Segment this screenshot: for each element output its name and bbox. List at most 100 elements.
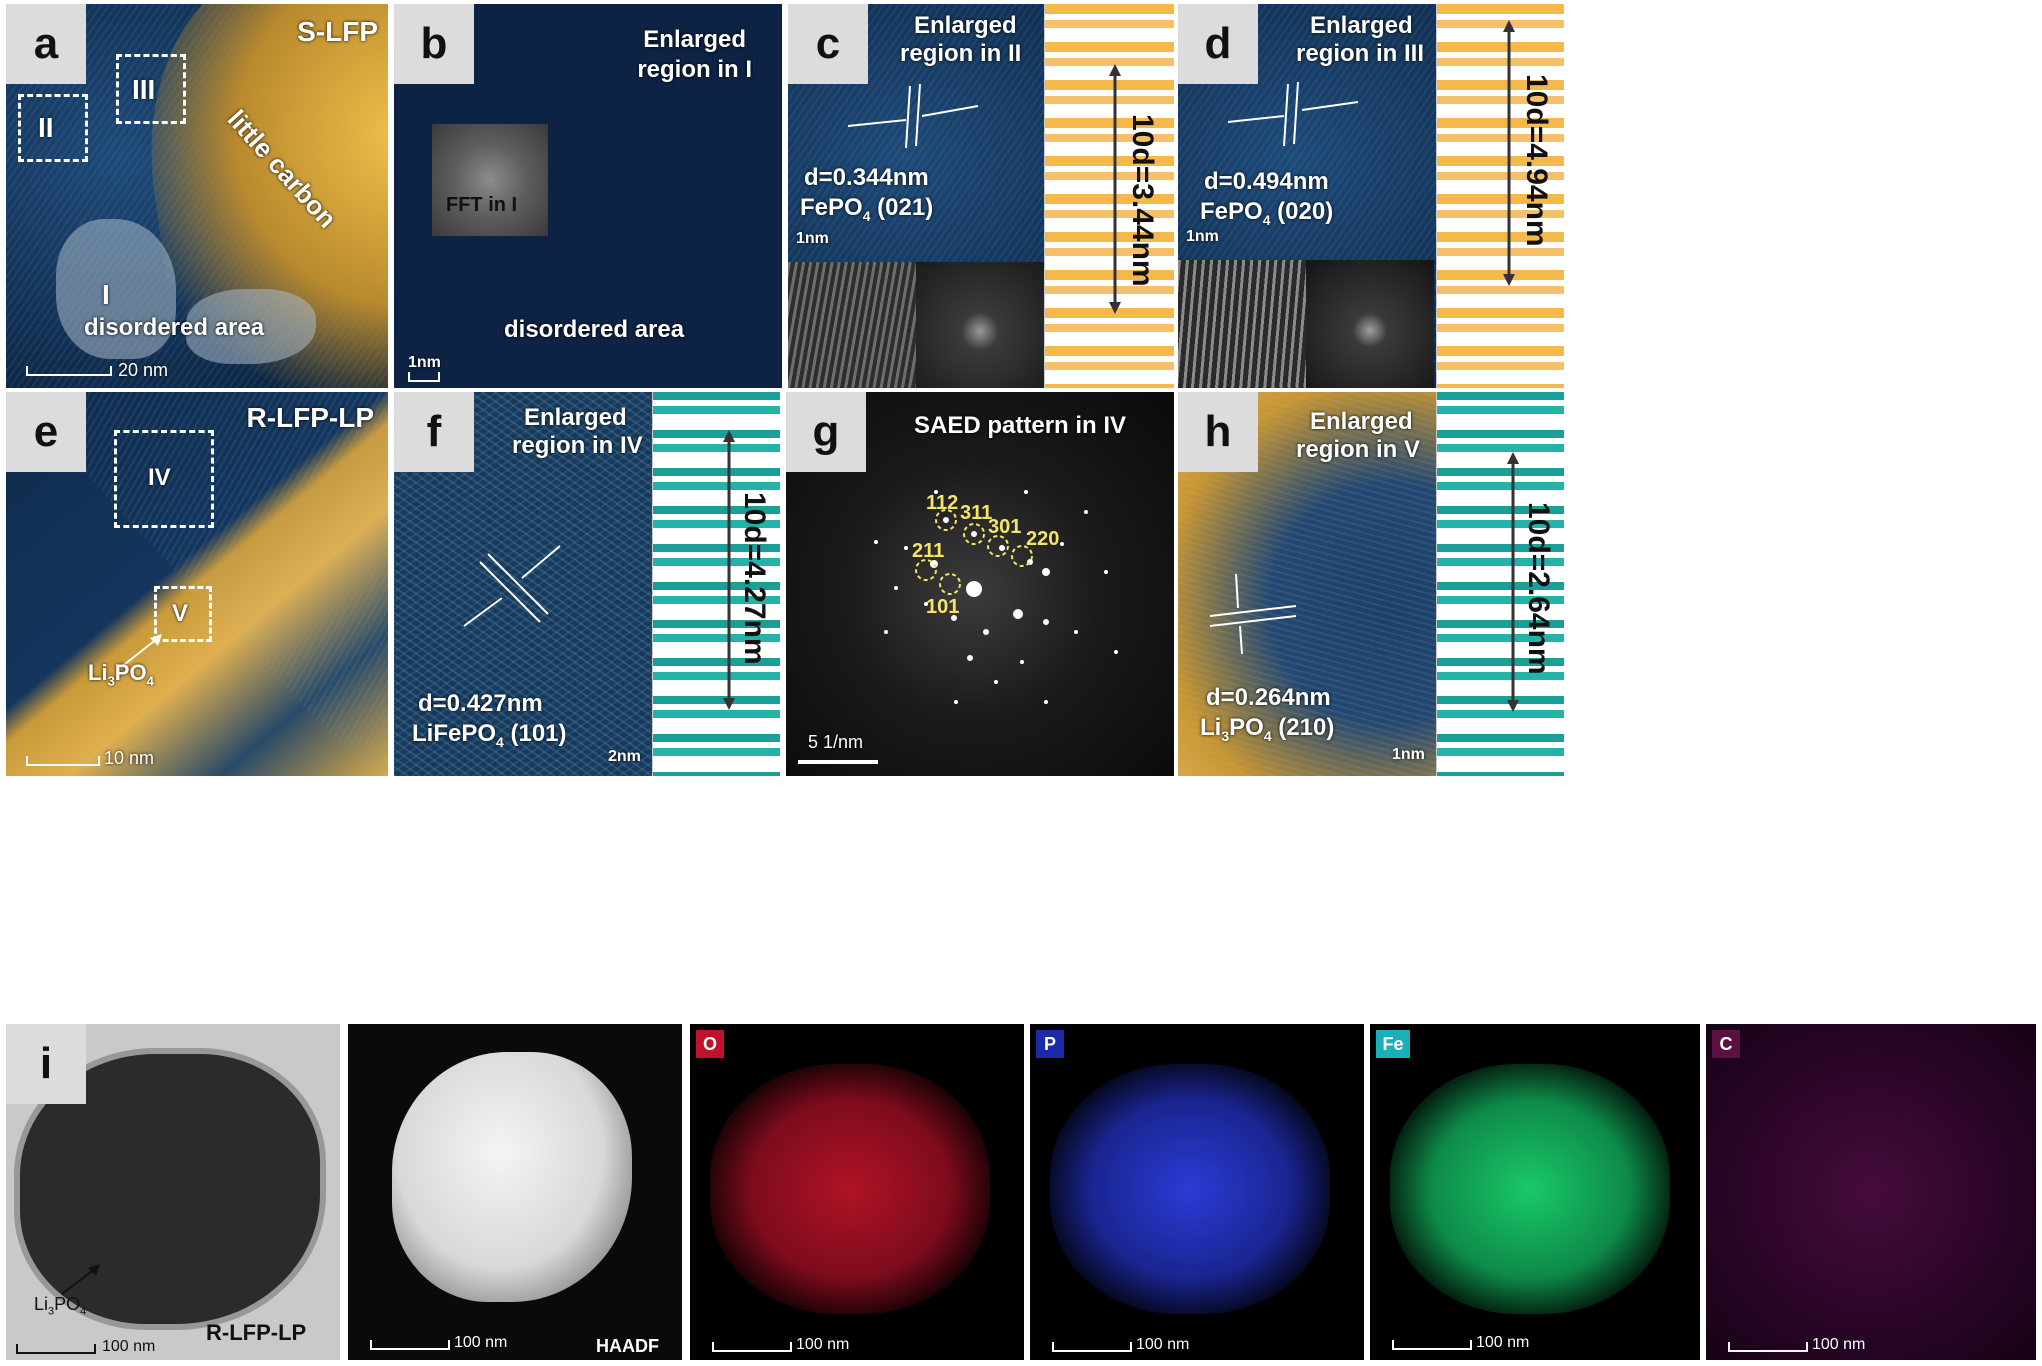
eds-map-C: C 100 nm: [1706, 1024, 2036, 1360]
panel-b-tem-image: b Enlarged region in I FFT in I disorder…: [394, 4, 782, 388]
enlarged-title-line2: region in II: [900, 40, 1022, 67]
scale-label: 1nm: [408, 354, 441, 371]
scale-bar: [1392, 1340, 1472, 1350]
region-III-box: [116, 54, 186, 124]
ten-d-arrow: [1507, 452, 1519, 712]
element-label-O: O: [696, 1030, 724, 1058]
panel-a-tem-image: a S-LFP little carbon II III I disordere…: [6, 4, 388, 388]
lattice-fringe-marker: [1227, 81, 1359, 147]
disordered-area-label: disordered area: [84, 314, 265, 341]
disordered-region-shape-2: [186, 289, 316, 364]
scale-label: 1nm: [1392, 746, 1425, 763]
element-label-P: P: [1036, 1030, 1064, 1058]
element-distribution: [1050, 1064, 1330, 1314]
scale-label: 100 nm: [454, 1334, 508, 1351]
enlarged-title-line1: Enlarged: [1310, 12, 1413, 39]
enlarged-title-line1: Enlarged: [524, 404, 627, 431]
panel-c-tem-image: c Enlarged region in II d=0.344nm FePO4 …: [788, 4, 1174, 388]
panel-letter-h: h: [1178, 392, 1258, 472]
disordered-region-shape-1: [56, 219, 176, 359]
scale-bar: [16, 1344, 96, 1354]
eds-map-Fe: Fe 100 nm: [1370, 1024, 1700, 1360]
enlarged-title-line1: Enlarged: [1310, 408, 1413, 435]
intensity-profile: 10d=4.94nm: [1436, 4, 1564, 388]
panel-letter-i: i: [6, 1024, 86, 1104]
d-spacing-label: d=0.494nm: [1204, 168, 1329, 195]
enlarged-title-line2: region in I: [637, 56, 752, 83]
scale-label: 1nm: [1186, 228, 1219, 245]
region-V-label: V: [172, 600, 189, 627]
panel-f-tem-image: f Enlarged region in IV d=0.427nm LiFePO…: [394, 392, 780, 776]
sample-label: R-LFP-LP: [206, 1320, 307, 1345]
region-III-label: III: [132, 74, 156, 105]
lattice-fringe-marker: [1209, 573, 1297, 655]
haadf-image: 100 nm HAADF: [348, 1024, 682, 1360]
enlarged-title-line2: region in V: [1296, 436, 1421, 463]
element-distribution: [710, 1064, 990, 1314]
scale-label: 10 nm: [104, 748, 155, 768]
phase-label: Li3PO4 (210): [1200, 714, 1335, 744]
scale-label: 100 nm: [102, 1338, 156, 1355]
scale-label: 100 nm: [1136, 1336, 1190, 1353]
panel-letter-b: b: [394, 4, 474, 84]
haadf-label: HAADF: [596, 1336, 659, 1356]
panel-d-tem-image: d Enlarged region in III d=0.494nm FePO4…: [1178, 4, 1564, 388]
scale-bar: [1052, 1342, 1132, 1352]
particle: [392, 1052, 632, 1302]
ten-d-arrow: [723, 430, 735, 710]
panel-g-saed-pattern: g SAED pattern in IV 112 311 301 220 211: [786, 392, 1174, 776]
eds-map-O: O 100 nm: [690, 1024, 1024, 1360]
scale-label: 20 nm: [118, 360, 169, 380]
lattice-fringe-marker: [463, 545, 561, 627]
intensity-profile: 10d=3.44nm: [1044, 4, 1174, 388]
panel-letter-f: f: [394, 392, 474, 472]
element-distribution: [1390, 1064, 1670, 1314]
pointer-arrow: [61, 1264, 100, 1295]
d-spacing-label: d=0.344nm: [804, 164, 929, 191]
ten-d-label: 10d=2.64nm: [1522, 502, 1555, 675]
region-V-box: [154, 586, 212, 642]
lattice-fringe-marker: [847, 83, 979, 149]
scale-bar: [26, 366, 112, 376]
scale-label: 1nm: [796, 230, 829, 247]
d-spacing-label: d=0.264nm: [1206, 684, 1331, 711]
fft-inset: [916, 262, 1044, 388]
ten-d-label: 10d=4.94nm: [1520, 74, 1553, 247]
scale-label: 100 nm: [796, 1336, 850, 1353]
enlarged-title-line1: Enlarged: [643, 26, 746, 53]
fft-inset: [1306, 260, 1434, 388]
li3po4-label: Li3PO4: [88, 660, 154, 689]
li3po4-label: Li3PO4: [34, 1294, 87, 1318]
sample-label-s-lfp: S-LFP: [297, 16, 378, 47]
panel-letter-d: d: [1178, 4, 1258, 84]
region-II-box: [18, 94, 88, 162]
d-spacing-label: d=0.427nm: [418, 690, 543, 717]
panel-letter-e: e: [6, 392, 86, 472]
region-IV-box: [114, 430, 214, 528]
spot-label-301: 301: [988, 516, 1022, 538]
ten-d-label: 10d=4.27nm: [738, 492, 771, 665]
scale-bar: [408, 372, 440, 382]
region-I-label: I: [102, 279, 110, 310]
element-distribution: [1706, 1024, 2036, 1360]
scale-bar: [712, 1342, 792, 1352]
phase-label: LiFePO4 (101): [412, 720, 567, 750]
scale-bar: [26, 756, 100, 766]
enlarged-title-line1: Enlarged: [914, 12, 1017, 39]
intensity-profile: 10d=4.27nm: [652, 392, 780, 776]
enlarged-title-line2: region in IV: [512, 432, 643, 459]
diffraction-spots: [874, 490, 1118, 704]
disordered-area-label: disordered area: [504, 316, 685, 343]
ten-d-label: 10d=3.44nm: [1126, 114, 1159, 287]
phase-label: FePO4 (020): [1200, 198, 1334, 228]
saed-title: SAED pattern in IV: [914, 412, 1127, 439]
panel-letter-g: g: [786, 392, 866, 472]
eds-map-P: P 100 nm: [1030, 1024, 1364, 1360]
panel-e-tem-image: e R-LFP-LP IV V Li3PO4 10 nm: [6, 392, 388, 776]
scale-bar: [370, 1340, 450, 1350]
ifft-inset: [788, 262, 916, 388]
fft-inset: [432, 124, 548, 236]
region-II-label: II: [38, 112, 54, 143]
spot-label-112: 112: [926, 492, 959, 514]
fft-label: FFT in I: [446, 194, 518, 216]
